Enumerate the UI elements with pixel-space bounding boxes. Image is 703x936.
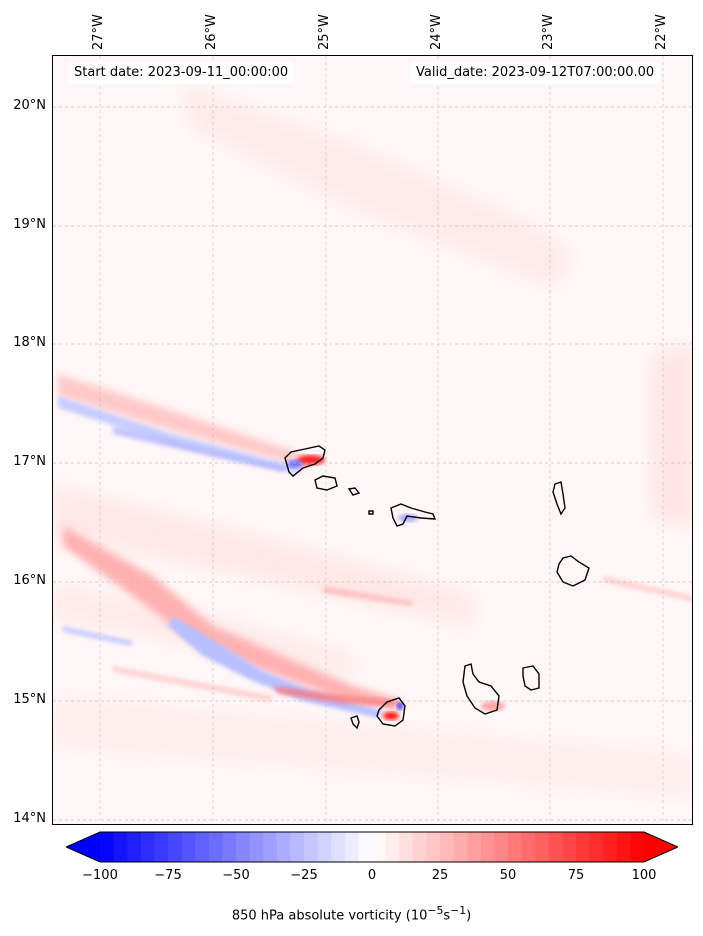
colorbar-segment	[589, 832, 604, 862]
colorbar-segment	[494, 832, 509, 862]
colorbar-outline	[66, 831, 678, 863]
latitude-label: 19°N	[13, 217, 46, 232]
island-santiago	[462, 663, 500, 715]
colorbar-segments	[66, 832, 678, 862]
colorbar-segment	[548, 832, 563, 862]
colorbar-segment	[208, 832, 223, 862]
colorbar-segment	[276, 832, 291, 862]
colorbar-segment	[467, 832, 482, 862]
map-panel	[52, 55, 693, 825]
island-brava	[350, 715, 360, 730]
island-sao-nicolau	[390, 503, 437, 527]
colorbar-tick-label: 75	[567, 868, 585, 883]
colorbar-segment	[603, 832, 618, 862]
colorbar-tick-label: 100	[631, 868, 657, 883]
northern-wake-band	[58, 374, 313, 474]
island-sao-vicente	[314, 475, 338, 491]
colorbar-segment	[453, 832, 468, 862]
colorbar-segment	[372, 832, 387, 862]
island-boa-vista	[556, 555, 590, 587]
colorbar-tick-label: −75	[154, 868, 182, 883]
colorbar-segment	[440, 832, 455, 862]
valid-date-label: Valid_date: 2023-09-12T07:00:00.00	[410, 62, 661, 84]
colorbar-segment	[317, 832, 332, 862]
colorbar-segment	[358, 832, 373, 862]
island-santa-luzia	[347, 487, 361, 496]
colorbar-segment	[127, 832, 142, 862]
colorbar-segment	[412, 832, 427, 862]
colorbar-segment	[140, 832, 155, 862]
island-sal	[552, 481, 566, 516]
latitude-label: 20°N	[13, 98, 46, 113]
colorbar-segment	[113, 832, 128, 862]
colorbar-segment	[236, 832, 251, 862]
colorbar-label: 850 hPa absolute vorticity (10−5s−1)	[231, 904, 472, 924]
colorbar-tick-label: −100	[82, 868, 118, 883]
longitude-label: 25°W	[317, 14, 332, 50]
colorbar-segment	[195, 832, 210, 862]
colorbar-segment	[508, 832, 523, 862]
colorbar-segment	[480, 832, 495, 862]
longitude-label: 27°W	[91, 14, 106, 50]
colorbar-segment	[630, 832, 645, 862]
island-maio	[522, 665, 540, 691]
start-date-label: Start date: 2023-09-11_00:00:00	[68, 62, 295, 84]
colorbar-segment	[535, 832, 550, 862]
misc-streaks	[63, 576, 692, 702]
island-small-islet	[368, 510, 374, 515]
colorbar-tick-label: −25	[290, 868, 318, 883]
longitude-label: 24°W	[429, 14, 444, 50]
island-fogo	[376, 697, 406, 727]
colorbar-max-extend	[644, 832, 678, 862]
colorbar-segment	[576, 832, 591, 862]
colorbar-min-extend	[66, 832, 100, 862]
colorbar-tick-label: 25	[431, 868, 449, 883]
coastlines	[284, 445, 590, 730]
latitude-label: 18°N	[13, 335, 46, 350]
colorbar-segment	[399, 832, 414, 862]
latitude-label: 17°N	[13, 454, 46, 469]
island-santo-antao	[284, 445, 326, 477]
colorbar	[66, 831, 678, 863]
latitude-label: 14°N	[13, 811, 46, 826]
longitude-label: 22°W	[654, 14, 669, 50]
vorticity-background-bands	[53, 86, 692, 796]
colorbar-segment	[168, 832, 183, 862]
colorbar-segment	[222, 832, 237, 862]
colorbar-segment	[263, 832, 278, 862]
colorbar-segment	[100, 832, 115, 862]
colorbar-segment	[344, 832, 359, 862]
longitude-label: 26°W	[204, 14, 219, 50]
colorbar-segment	[331, 832, 346, 862]
colorbar-segment	[154, 832, 169, 862]
colorbar-segment	[385, 832, 400, 862]
colorbar-tick-label: −50	[222, 868, 250, 883]
colorbar-segment	[562, 832, 577, 862]
colorbar-segment	[290, 832, 305, 862]
colorbar-segment	[521, 832, 536, 862]
gridlines	[53, 56, 692, 824]
latitude-label: 16°N	[13, 573, 46, 588]
latitude-label: 15°N	[13, 692, 46, 707]
longitude-label: 23°W	[541, 14, 556, 50]
vorticity-field	[53, 56, 692, 824]
colorbar-segment	[181, 832, 196, 862]
colorbar-tick-label: 50	[499, 868, 517, 883]
colorbar-segment	[249, 832, 264, 862]
colorbar-segment	[426, 832, 441, 862]
colorbar-tick-label: 0	[367, 868, 377, 883]
colorbar-segment	[616, 832, 631, 862]
colorbar-segment	[304, 832, 319, 862]
